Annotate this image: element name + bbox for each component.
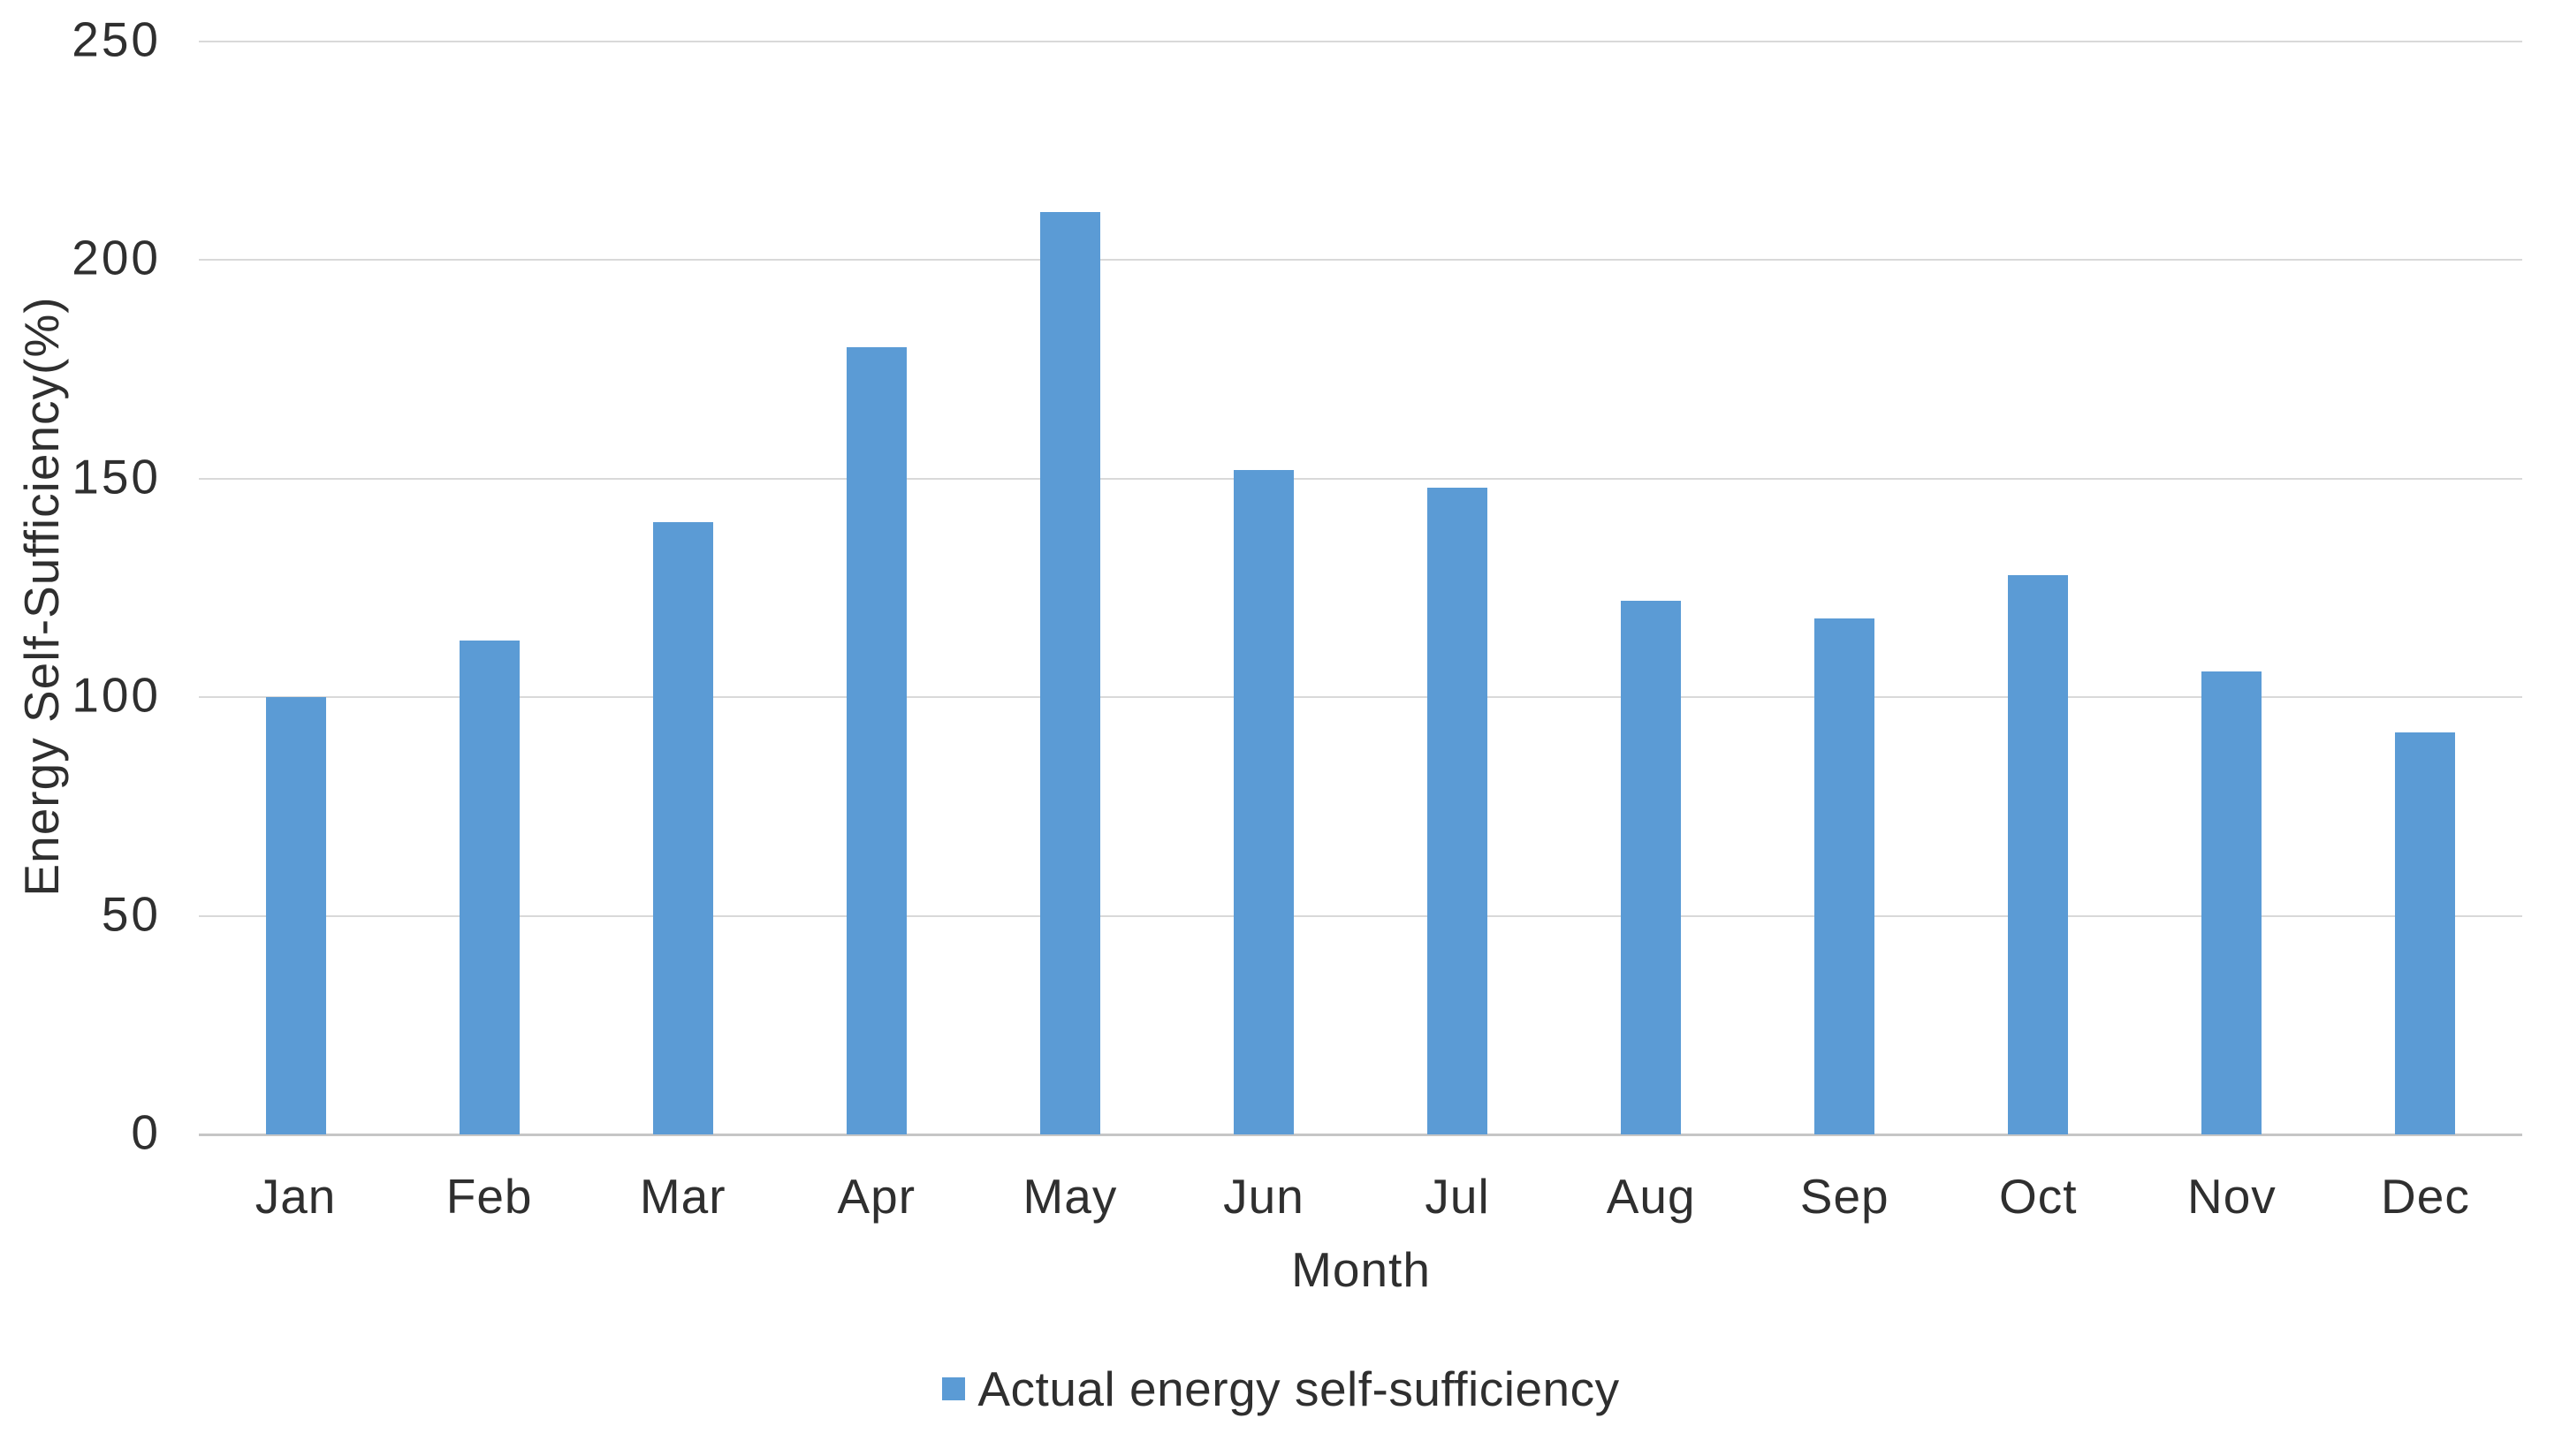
bar-aug	[1621, 601, 1681, 1134]
x-tick-label: Sep	[1799, 1169, 1889, 1224]
gridline	[199, 696, 2522, 699]
x-tick-label: May	[1023, 1169, 1118, 1224]
gridline	[199, 914, 2522, 917]
bar-jan	[266, 697, 326, 1134]
bar-sep	[1814, 618, 1874, 1134]
x-tick-label: Nov	[2186, 1169, 2277, 1224]
gridline	[199, 259, 2522, 262]
x-axis-title: Month	[1291, 1242, 1431, 1297]
gridline	[199, 477, 2522, 480]
x-tick-label: Oct	[1999, 1169, 2078, 1224]
y-tick-label: 100	[72, 667, 161, 723]
bar-jun	[1234, 470, 1294, 1134]
y-tick-label: 0	[131, 1104, 161, 1160]
x-tick-label: Feb	[445, 1169, 533, 1224]
x-axis-line	[199, 1134, 2522, 1136]
legend: Actual energy self-sufficiency	[0, 1361, 2562, 1417]
legend-series-label: Actual energy self-sufficiency	[977, 1361, 1620, 1416]
y-tick-label: 250	[72, 11, 161, 67]
x-tick-label: Jun	[1223, 1169, 1304, 1224]
y-tick-label: 150	[72, 449, 161, 504]
x-tick-label: Mar	[639, 1169, 726, 1224]
x-tick-label: Jan	[255, 1169, 337, 1224]
x-tick-label: Dec	[2381, 1169, 2470, 1224]
y-tick-label: 50	[101, 886, 161, 942]
bar-nov	[2201, 671, 2262, 1134]
x-tick-label: Jul	[1425, 1169, 1490, 1224]
bar-feb	[460, 641, 520, 1134]
legend-marker-swatch	[942, 1377, 966, 1400]
bar-may	[1040, 212, 1100, 1134]
gridline	[199, 41, 2522, 42]
x-tick-label: Aug	[1606, 1169, 1696, 1224]
bar-oct	[2008, 575, 2068, 1134]
bar-jul	[1427, 488, 1487, 1134]
bar-mar	[653, 522, 713, 1134]
y-tick-label: 200	[72, 230, 161, 285]
x-tick-label: Apr	[837, 1169, 916, 1224]
bar-apr	[847, 347, 907, 1134]
bar-dec	[2395, 732, 2455, 1134]
y-axis-title: Energy Self-Sufficiency(%)	[14, 296, 69, 897]
